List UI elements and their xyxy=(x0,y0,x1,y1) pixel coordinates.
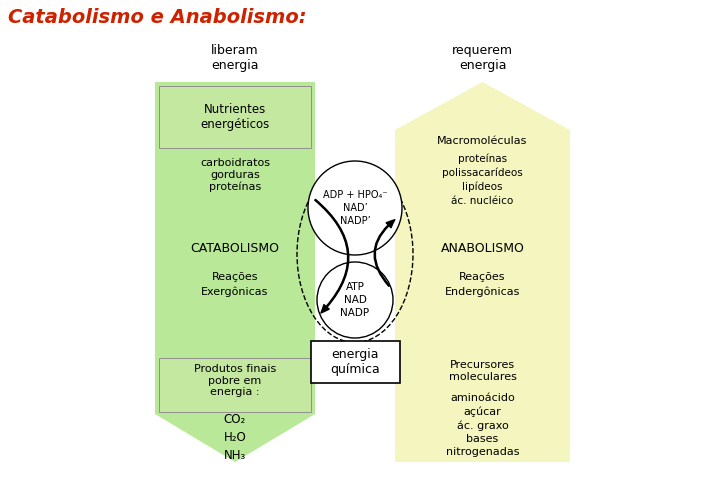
FancyBboxPatch shape xyxy=(311,341,400,383)
Text: Reações
Exergônicas: Reações Exergônicas xyxy=(201,272,268,297)
Text: ADP + HPO₄⁻
NAD’
NADP’: ADP + HPO₄⁻ NAD’ NADP’ xyxy=(323,190,387,226)
Text: Reações
Endergônicas: Reações Endergônicas xyxy=(445,272,521,297)
Text: Nutrientes
energéticos: Nutrientes energéticos xyxy=(200,103,270,131)
Text: ANABOLISMO: ANABOLISMO xyxy=(440,242,524,254)
Text: requerem
energia: requerem energia xyxy=(452,44,513,72)
Text: Precursores
moleculares: Precursores moleculares xyxy=(448,360,516,382)
FancyBboxPatch shape xyxy=(159,86,311,148)
Text: liberam
energia: liberam energia xyxy=(211,44,258,72)
FancyArrowPatch shape xyxy=(374,220,395,286)
Text: energia
química: energia química xyxy=(330,348,380,376)
Text: Catabolismo e Anabolismo:: Catabolismo e Anabolismo: xyxy=(8,8,306,27)
Text: proteínas
polissacarídeos
lipídeos
ác. nucléico: proteínas polissacarídeos lipídeos ác. n… xyxy=(442,154,523,206)
Polygon shape xyxy=(155,82,315,462)
Text: CO₂
H₂O
NH₃: CO₂ H₂O NH₃ xyxy=(223,413,246,462)
Text: Produtos finais
pobre em
energia :: Produtos finais pobre em energia : xyxy=(194,364,276,397)
Text: Macromoléculas: Macromoléculas xyxy=(437,136,528,146)
Text: carboidratos
gorduras
proteínas: carboidratos gorduras proteínas xyxy=(200,158,270,192)
FancyBboxPatch shape xyxy=(159,358,311,412)
FancyArrowPatch shape xyxy=(315,200,349,313)
Circle shape xyxy=(317,262,393,338)
Text: CATABOLISMO: CATABOLISMO xyxy=(190,242,279,254)
Polygon shape xyxy=(395,82,570,462)
Text: aminoácido
açúcar
ác. graxo
bases
nitrogenadas: aminoácido açúcar ác. graxo bases nitrog… xyxy=(446,393,519,457)
Text: ATP
NAD
NADP: ATP NAD NADP xyxy=(340,282,369,318)
Circle shape xyxy=(308,161,402,255)
